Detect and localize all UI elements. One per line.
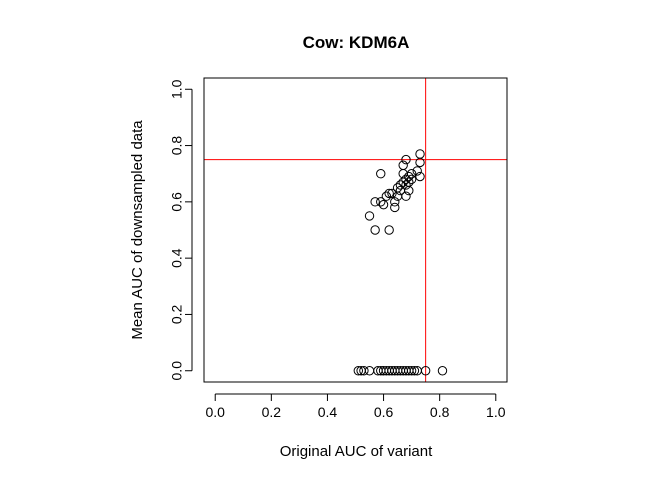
data-point [409, 366, 420, 376]
data-point [387, 188, 397, 199]
reference-lines [204, 78, 507, 382]
data-point [384, 188, 394, 199]
data-point [401, 174, 411, 185]
x-tick-label: 0.6 [374, 404, 394, 420]
data-point [376, 197, 386, 207]
data-point [359, 366, 369, 376]
data-point [401, 180, 411, 190]
data-point [370, 197, 380, 207]
x-axis: 0.0 0.2 0.4 0.6 0.8 1.0 [205, 393, 506, 420]
x-tick-label: 0.4 [318, 404, 338, 420]
x-axis-label: Original AUC of variant [280, 443, 433, 460]
data-point [398, 160, 408, 170]
data-point [370, 225, 380, 235]
x-tick-label: 0.2 [262, 404, 282, 420]
data-point [406, 169, 417, 179]
chart-title: Cow: KDM6A [303, 33, 410, 52]
x-tick-label: 1.0 [486, 404, 506, 420]
data-point [401, 191, 411, 201]
plot-frame [203, 77, 508, 383]
y-axis: 0.0 0.2 0.4 0.6 0.8 1.0 [169, 79, 193, 381]
y-axis-label: Mean AUC of downsampled data [129, 120, 146, 340]
data-point [401, 154, 411, 165]
data-point [415, 171, 425, 182]
data-point [376, 169, 386, 179]
data-point [420, 366, 431, 376]
x-tick-label: 0.0 [205, 404, 225, 420]
data-point [364, 211, 375, 221]
data-point [404, 185, 414, 196]
data-point [406, 174, 417, 185]
data-point [390, 197, 400, 207]
data-point [395, 180, 406, 190]
y-tick-label: 0.0 [169, 361, 185, 381]
x-tick-label: 0.8 [430, 404, 450, 420]
data-point [412, 166, 422, 176]
y-tick-label: 1.0 [169, 79, 185, 99]
data-point [404, 171, 414, 182]
data-point [381, 191, 392, 201]
data-point [415, 149, 425, 159]
data-points [353, 149, 448, 376]
data-point [378, 199, 389, 210]
data-point [384, 225, 394, 235]
data-point [437, 366, 448, 376]
y-tick-label: 0.6 [169, 192, 185, 212]
y-tick-label: 0.2 [169, 305, 185, 325]
data-point [406, 366, 417, 376]
data-point [390, 202, 400, 213]
data-point [353, 366, 364, 376]
y-tick-label: 0.8 [169, 136, 185, 156]
y-tick-label: 0.4 [169, 248, 185, 268]
